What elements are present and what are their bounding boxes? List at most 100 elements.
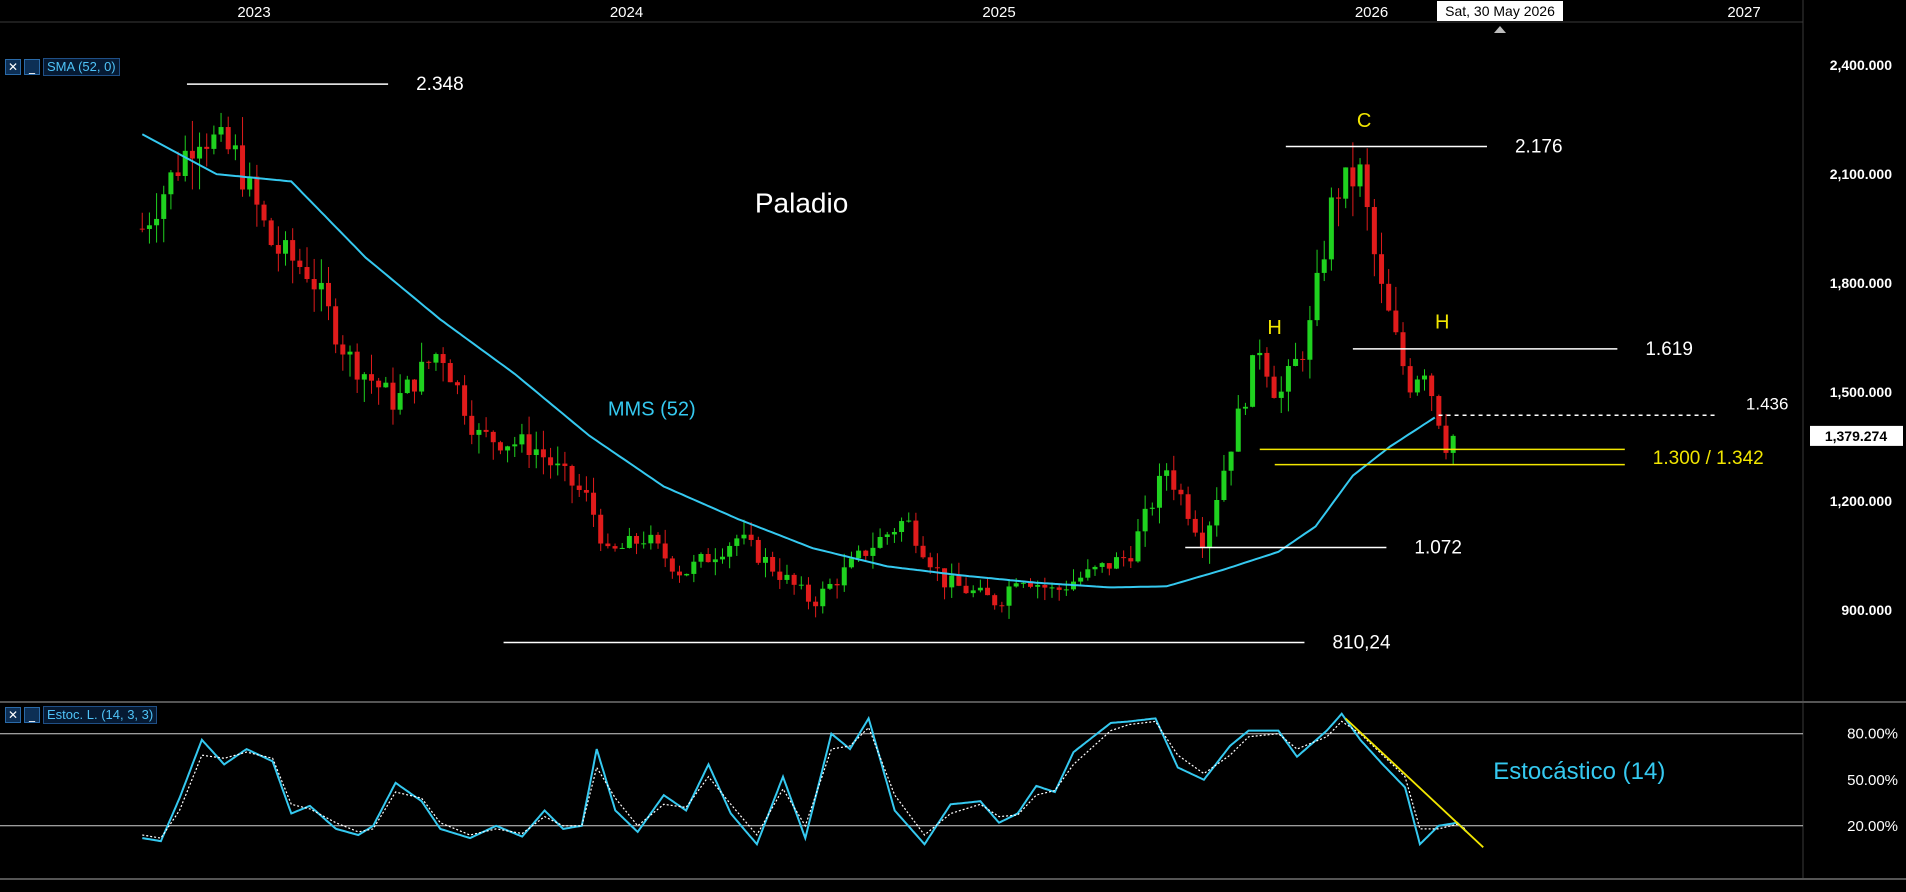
- last-price-box: [1810, 425, 1903, 446]
- candle-down: [268, 220, 274, 246]
- candle-up: [870, 547, 876, 556]
- candle-up: [734, 538, 740, 546]
- candle-down: [927, 557, 933, 568]
- candle-up: [361, 374, 367, 380]
- candle-down: [591, 492, 597, 515]
- candle-down: [1429, 375, 1435, 397]
- candle-down: [1271, 376, 1277, 398]
- candle-up: [232, 145, 238, 150]
- candle-down: [490, 431, 496, 443]
- candle-down: [583, 489, 589, 493]
- candle-down: [1407, 366, 1413, 393]
- candle-up: [1085, 569, 1091, 578]
- candle-down: [469, 415, 475, 435]
- candle-down: [326, 282, 331, 307]
- pattern-label-C: C: [1357, 110, 1371, 132]
- candle-down: [1264, 352, 1270, 377]
- candle-down: [634, 535, 640, 544]
- candle-up: [1221, 470, 1227, 501]
- stochastic-indicator-label[interactable]: Estoc. L. (14, 3, 3): [43, 706, 158, 724]
- candle-down: [548, 457, 554, 466]
- candle-up: [555, 463, 561, 466]
- candle-up: [247, 176, 253, 190]
- candle-up: [1293, 358, 1299, 366]
- candle-up: [1414, 379, 1420, 393]
- candle-down: [1121, 557, 1127, 559]
- close-indicator-icon[interactable]: ✕: [5, 59, 21, 75]
- candle-down: [748, 534, 754, 540]
- candle-up: [1450, 435, 1456, 453]
- candle-down: [440, 354, 446, 364]
- time-axis-bar: [0, 0, 1906, 22]
- cursor-date-box: [1437, 1, 1563, 21]
- candle-down: [462, 385, 468, 416]
- candle-up: [727, 545, 733, 557]
- candle-up: [1078, 577, 1084, 582]
- candle-up: [1013, 583, 1019, 587]
- stoch-k-line: [142, 712, 1468, 847]
- candle-up: [512, 444, 518, 447]
- candle-down: [454, 382, 460, 386]
- candle-up: [1020, 582, 1026, 584]
- minimize-indicator-icon[interactable]: _: [24, 59, 40, 75]
- candle-down: [411, 379, 417, 392]
- candle-down: [662, 543, 668, 559]
- x-tick-label-2025: 2025: [982, 4, 1015, 21]
- candle-down: [1106, 563, 1112, 569]
- candle-down: [1436, 396, 1442, 426]
- candle-up: [827, 583, 833, 589]
- candle-up: [419, 361, 425, 392]
- candle-up: [970, 590, 976, 594]
- candle-up: [762, 556, 768, 563]
- candle-up: [684, 573, 690, 576]
- candle-up: [182, 150, 188, 176]
- candle-down: [598, 514, 604, 544]
- candle-up: [626, 535, 632, 548]
- candle-down: [1443, 425, 1449, 453]
- candle-up: [533, 449, 539, 456]
- candle-down: [985, 587, 991, 596]
- minimize-indicator-icon[interactable]: _: [24, 707, 40, 723]
- stoch-tick-label: 20.00%: [1847, 818, 1898, 835]
- candle-up: [1207, 525, 1213, 549]
- candle-down: [497, 442, 503, 451]
- candle-up: [161, 194, 167, 219]
- candle-up: [949, 575, 955, 588]
- candle-up: [820, 588, 826, 607]
- candle-up: [347, 351, 353, 355]
- stoch-trendline: [1344, 717, 1484, 848]
- candle-down: [483, 429, 489, 432]
- price-tick-label: 2,100.000: [1830, 166, 1892, 182]
- candle-up: [211, 134, 217, 149]
- candle-down: [770, 556, 776, 572]
- last-price-label: 1,379.274: [1825, 428, 1887, 444]
- candle-down: [934, 567, 940, 569]
- candle-down: [304, 267, 310, 280]
- candle-down: [189, 150, 195, 159]
- sma-indicator-header: ✕ _ SMA (52, 0): [5, 58, 120, 76]
- chart-title: Paladio: [755, 187, 848, 218]
- x-axis: 2023 2024 2025 2026 2027: [237, 4, 1760, 21]
- candle-down: [1300, 358, 1306, 360]
- candle-up: [433, 354, 439, 363]
- candle-down: [225, 127, 231, 150]
- candle-down: [612, 546, 618, 549]
- candle-down: [777, 571, 783, 580]
- candle-down: [1178, 489, 1184, 495]
- candle-up: [798, 584, 804, 586]
- candle-up: [519, 434, 525, 445]
- pattern-label-H: H: [1267, 317, 1281, 339]
- candle-up: [1242, 406, 1248, 409]
- candle-up: [784, 574, 790, 580]
- candle-down: [669, 558, 675, 572]
- candle-down: [290, 240, 296, 261]
- candle-up: [848, 558, 854, 568]
- sma-label: MMS (52): [608, 399, 696, 421]
- candle-down: [1199, 532, 1205, 549]
- candle-down: [791, 574, 797, 585]
- sma-indicator-label[interactable]: SMA (52, 0): [43, 58, 120, 76]
- close-indicator-icon[interactable]: ✕: [5, 707, 21, 723]
- candle-down: [447, 363, 453, 383]
